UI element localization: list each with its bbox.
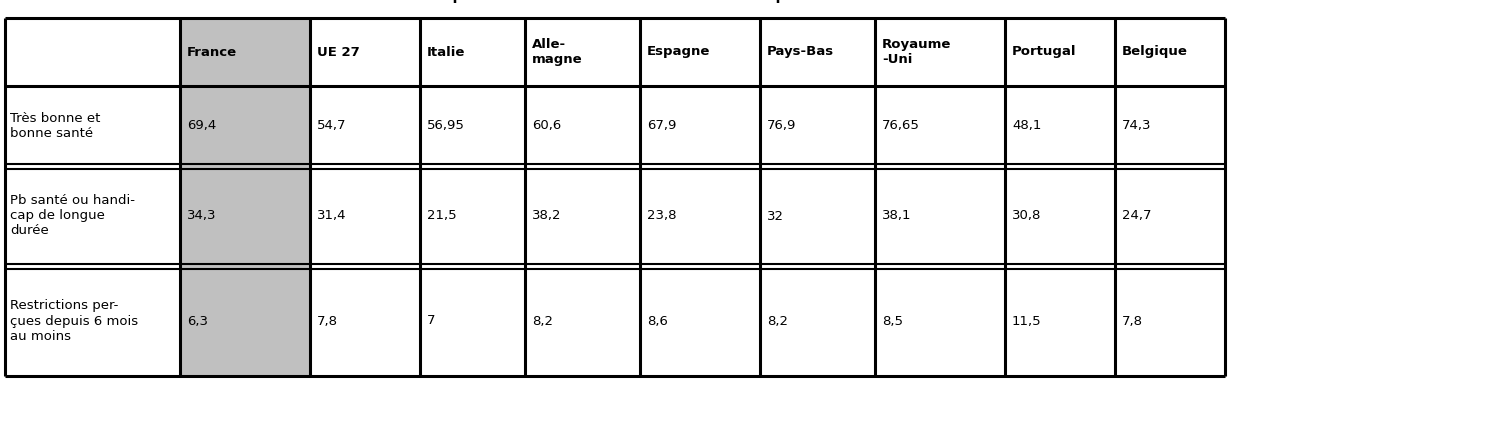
Bar — [641, 86, 760, 166]
Bar — [310, 18, 420, 86]
Bar — [1004, 266, 1115, 376]
Text: Portugal: Portugal — [1012, 46, 1076, 58]
Bar — [875, 18, 1004, 86]
Bar — [180, 86, 310, 166]
Bar — [4, 86, 180, 166]
Text: France: France — [188, 46, 237, 58]
Bar — [1004, 86, 1115, 166]
Text: 34,3: 34,3 — [188, 209, 216, 222]
Bar — [760, 166, 875, 266]
Text: Pays-Bas: Pays-Bas — [767, 46, 834, 58]
Bar — [641, 266, 760, 376]
Text: 24,7: 24,7 — [1122, 209, 1152, 222]
Bar — [524, 86, 641, 166]
Text: Espagne: Espagne — [647, 46, 711, 58]
Text: Tableau 3 : Réponses SILC-2006 au mini-module européen de santé: Tableau 3 : Réponses SILC-2006 au mini-m… — [337, 0, 894, 3]
Bar — [420, 18, 524, 86]
Text: 38,2: 38,2 — [532, 209, 562, 222]
Bar — [1115, 18, 1225, 86]
Text: 7,8: 7,8 — [317, 314, 338, 328]
Bar — [310, 86, 420, 166]
Text: 6,3: 6,3 — [188, 314, 209, 328]
Bar — [310, 266, 420, 376]
Text: Royaume
-Uni: Royaume -Uni — [882, 38, 952, 66]
Bar — [420, 166, 524, 266]
Text: Alle-
magne: Alle- magne — [532, 38, 583, 66]
Bar — [310, 166, 420, 266]
Text: 74,3: 74,3 — [1122, 120, 1152, 132]
Bar — [180, 266, 310, 376]
Bar — [180, 166, 310, 266]
Bar — [4, 166, 180, 266]
Bar — [1004, 18, 1115, 86]
Text: UE 27: UE 27 — [317, 46, 359, 58]
Bar — [4, 18, 180, 86]
Text: 23,8: 23,8 — [647, 209, 676, 222]
Bar — [641, 166, 760, 266]
Text: 76,65: 76,65 — [882, 120, 919, 132]
Text: 30,8: 30,8 — [1012, 209, 1042, 222]
Bar — [875, 86, 1004, 166]
Bar — [4, 266, 180, 376]
Text: Belgique: Belgique — [1122, 46, 1188, 58]
Bar — [1115, 266, 1225, 376]
Bar — [524, 266, 641, 376]
Bar — [1004, 166, 1115, 266]
Text: 7: 7 — [428, 314, 435, 328]
Bar — [641, 18, 760, 86]
Text: 21,5: 21,5 — [428, 209, 456, 222]
Text: 76,9: 76,9 — [767, 120, 796, 132]
Text: Restrictions per-
çues depuis 6 mois
au moins: Restrictions per- çues depuis 6 mois au … — [10, 300, 139, 343]
Bar — [420, 266, 524, 376]
Bar — [524, 166, 641, 266]
Bar — [420, 86, 524, 166]
Text: 56,95: 56,95 — [428, 120, 465, 132]
Text: 8,5: 8,5 — [882, 314, 903, 328]
Text: 67,9: 67,9 — [647, 120, 676, 132]
Text: 11,5: 11,5 — [1012, 314, 1042, 328]
Bar — [1115, 86, 1225, 166]
Text: 69,4: 69,4 — [188, 120, 216, 132]
Text: 32: 32 — [767, 209, 784, 222]
Bar — [875, 266, 1004, 376]
Bar — [760, 266, 875, 376]
Bar — [760, 18, 875, 86]
Text: 54,7: 54,7 — [317, 120, 347, 132]
Text: 31,4: 31,4 — [317, 209, 347, 222]
Text: Très bonne et
bonne santé: Très bonne et bonne santé — [10, 112, 100, 140]
Text: 7,8: 7,8 — [1122, 314, 1143, 328]
Bar — [524, 18, 641, 86]
Text: 8,2: 8,2 — [532, 314, 553, 328]
Text: 8,2: 8,2 — [767, 314, 788, 328]
Text: 8,6: 8,6 — [647, 314, 668, 328]
Text: 38,1: 38,1 — [882, 209, 912, 222]
Text: Pb santé ou handi-
cap de longue
durée: Pb santé ou handi- cap de longue durée — [10, 194, 136, 237]
Text: 60,6: 60,6 — [532, 120, 562, 132]
Bar — [180, 18, 310, 86]
Bar — [760, 86, 875, 166]
Text: 48,1: 48,1 — [1012, 120, 1042, 132]
Text: Italie: Italie — [428, 46, 465, 58]
Bar — [1115, 166, 1225, 266]
Bar — [875, 166, 1004, 266]
